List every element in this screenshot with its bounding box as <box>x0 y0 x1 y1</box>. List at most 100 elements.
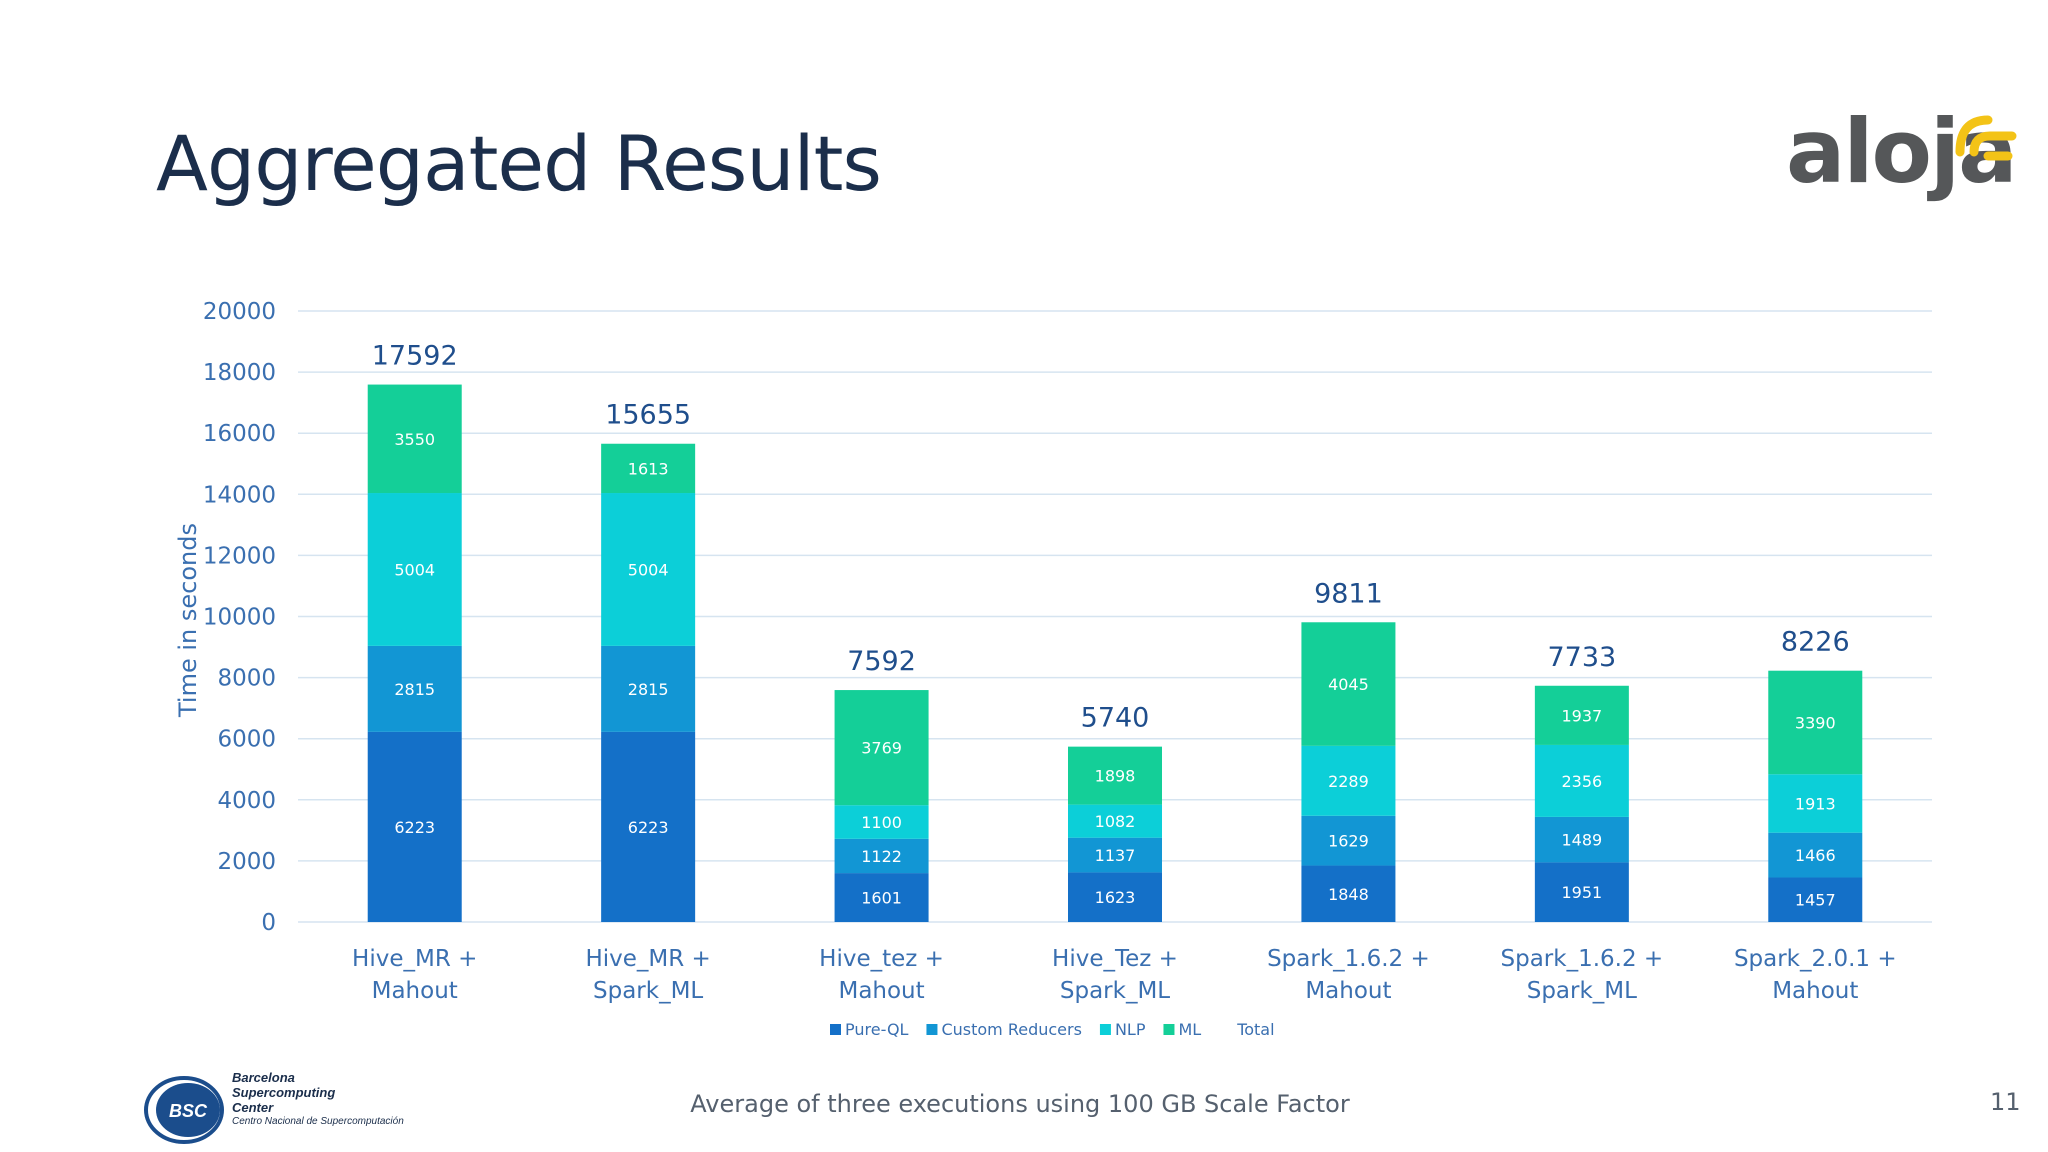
legend-swatch <box>830 1024 841 1035</box>
data-label: 1457 <box>1795 891 1836 910</box>
bar-segment <box>1768 877 1863 922</box>
x-tick-label: Spark_2.0.1 + <box>1734 946 1897 972</box>
x-tick-label: Hive_MR + <box>352 946 477 972</box>
bar-segment <box>601 731 696 922</box>
total-label: 5740 <box>1081 703 1150 734</box>
y-tick-label: 14000 <box>203 482 276 508</box>
bar-segment <box>1301 865 1396 922</box>
data-label: 2356 <box>1561 772 1602 791</box>
bar-segment <box>601 493 696 646</box>
legend-label: NLP <box>1115 1020 1146 1039</box>
y-tick-label: 18000 <box>203 360 276 386</box>
y-axis-label: Time in seconds <box>174 523 202 718</box>
bsc-logo: BSC Barcelona Supercomputing Center Cent… <box>142 1070 442 1144</box>
y-tick-label: 12000 <box>203 543 276 569</box>
y-tick-label: 20000 <box>203 299 276 325</box>
total-label: 15655 <box>605 400 691 431</box>
bar-segment <box>367 645 462 732</box>
bar-segment <box>1768 832 1863 878</box>
data-label: 3769 <box>861 739 902 758</box>
bar-segment <box>1534 685 1629 745</box>
legend: Pure-QL Custom Reducers NLP ML Total <box>830 1020 1275 1039</box>
x-tick-label: Hive_tez + <box>819 946 944 972</box>
aloja-wifi-icon <box>1955 115 2017 161</box>
x-tick-label: Spark_ML <box>1527 978 1637 1004</box>
data-label: 1898 <box>1095 767 1136 786</box>
data-label: 1613 <box>628 459 669 478</box>
y-axis-ticks: 0 2000 4000 6000 8000 10000 12000 14000 16000 180… <box>203 299 276 936</box>
data-label: 6223 <box>394 818 435 837</box>
y-tick-label: 16000 <box>203 421 276 447</box>
total-label: 7733 <box>1547 642 1616 673</box>
data-label: 1848 <box>1328 885 1369 904</box>
bar-segment <box>834 873 929 922</box>
data-label: 5004 <box>394 560 435 579</box>
bar-segment <box>1534 862 1629 922</box>
data-label: 3550 <box>394 430 435 449</box>
slide-title: Aggregated Results <box>156 119 882 208</box>
x-tick-label: Spark_1.6.2 + <box>1501 946 1664 972</box>
data-label: 1601 <box>861 889 902 908</box>
legend-label: Pure-QL <box>845 1020 909 1039</box>
bar-segment <box>367 493 462 646</box>
bsc-line-2: Supercomputing <box>232 1085 336 1100</box>
bar-segment <box>1068 837 1162 873</box>
x-tick-label: Mahout <box>838 978 924 1004</box>
legend-label: Custom Reducers <box>941 1020 1081 1039</box>
y-tick-label: 0 <box>261 910 276 936</box>
legend-swatch <box>926 1024 938 1035</box>
bsc-line-3: Center <box>232 1100 274 1115</box>
bsc-line-4: Centro Nacional de Supercomputación <box>232 1116 404 1127</box>
bar-segment <box>1534 816 1629 863</box>
bar-segment <box>834 838 929 874</box>
data-label: 1937 <box>1561 706 1602 725</box>
bars: 6223 2815 5004 3550 17592 6223 2815 5004 1613 156… <box>367 341 1863 922</box>
x-tick-label: Hive_Tez + <box>1052 946 1178 972</box>
data-label: 1082 <box>1095 812 1136 831</box>
bar-segment <box>1768 670 1863 775</box>
bar-segment <box>1068 804 1162 838</box>
bar-segment <box>834 690 929 806</box>
bar-segment <box>1301 622 1396 746</box>
total-label: 17592 <box>372 341 458 372</box>
x-tick-label: Mahout <box>372 978 458 1004</box>
data-label: 1623 <box>1095 888 1136 907</box>
x-tick-label: Spark_1.6.2 + <box>1267 946 1430 972</box>
y-tick-label: 4000 <box>217 788 276 814</box>
data-label: 1489 <box>1561 831 1602 850</box>
legend-swatch <box>1163 1024 1175 1035</box>
data-label: 3390 <box>1795 713 1836 732</box>
y-tick-label: 6000 <box>217 727 276 753</box>
legend-label-total: Total <box>1236 1020 1274 1039</box>
legend-swatch <box>1099 1024 1111 1035</box>
bsc-short-text: BSC <box>169 1101 208 1121</box>
data-label: 6223 <box>628 818 669 837</box>
grid-lines <box>298 310 1932 923</box>
bar-segment <box>601 645 696 732</box>
bar-segment <box>367 731 462 922</box>
data-label: 1137 <box>1095 846 1136 865</box>
total-label: 8226 <box>1781 627 1850 658</box>
data-label: 1629 <box>1328 832 1369 851</box>
y-tick-label: 8000 <box>217 666 276 692</box>
data-label: 1951 <box>1561 883 1602 902</box>
total-label: 9811 <box>1314 578 1383 609</box>
bar-segment <box>1301 745 1396 816</box>
data-label: 1122 <box>861 847 902 866</box>
data-label: 1100 <box>861 813 902 832</box>
footer-note: Average of three executions using 100 GB… <box>0 1090 2048 1118</box>
bar-segment <box>1768 774 1863 833</box>
footer-note-text: Average of three executions using 100 GB… <box>690 1090 1350 1118</box>
legend-label: ML <box>1178 1020 1201 1039</box>
bar-segment <box>834 805 929 839</box>
data-label: 2815 <box>628 680 669 699</box>
data-label: 2289 <box>1328 772 1369 791</box>
y-tick-label: 2000 <box>217 849 276 875</box>
x-tick-label: Spark_ML <box>1060 978 1170 1004</box>
bsc-emblem-icon: BSC <box>144 1076 224 1144</box>
x-tick-label: Hive_MR + <box>585 946 710 972</box>
total-label: 7592 <box>847 646 916 677</box>
bar-segment <box>601 443 696 494</box>
bar-segment <box>367 384 462 494</box>
